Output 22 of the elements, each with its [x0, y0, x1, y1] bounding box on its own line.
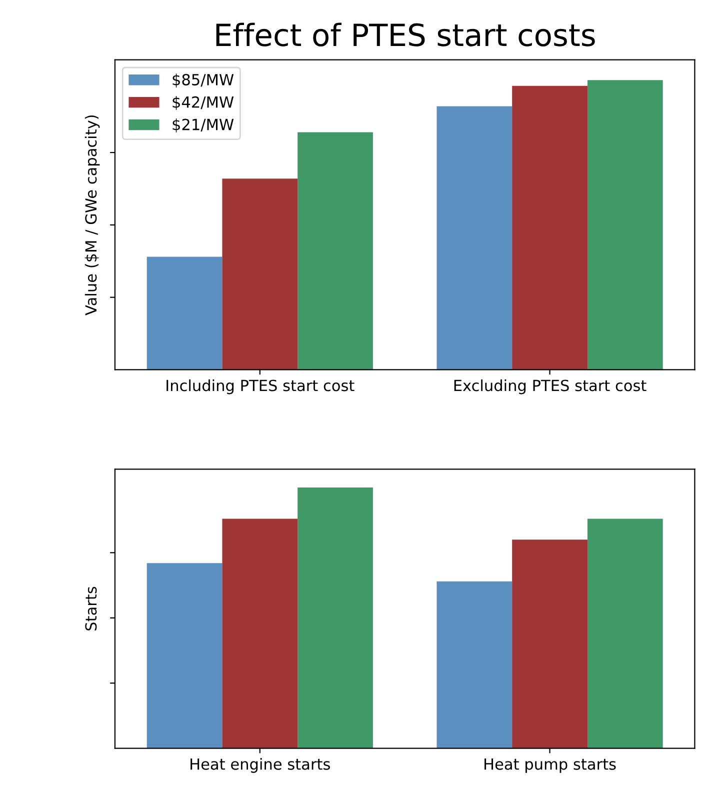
bar	[298, 132, 373, 370]
x-tick-label: Heat engine starts	[190, 758, 330, 773]
bar	[587, 518, 663, 748]
bar	[512, 540, 588, 748]
bar	[222, 178, 298, 370]
x-tick-label: Heat pump starts	[484, 758, 616, 773]
bar	[222, 518, 298, 748]
bar	[512, 86, 588, 370]
bar	[298, 487, 373, 748]
y-axis-title: Starts	[85, 586, 97, 630]
bar	[436, 581, 512, 748]
bar	[146, 563, 222, 748]
y-axis-title: Value ($M / GWe capacity)	[84, 115, 100, 316]
legend-label: $85/MW	[172, 74, 234, 88]
legend-label: $42/MW	[172, 96, 234, 110]
x-tick-label: Excluding PTES start cost	[454, 379, 646, 394]
chart-title: Effect of PTES start costs	[216, 22, 595, 46]
bar	[436, 106, 512, 370]
x-tick-label: Including PTES start cost	[166, 379, 354, 394]
legend-label: $21/MW	[172, 118, 234, 132]
bar	[146, 256, 222, 370]
bar	[587, 80, 663, 370]
